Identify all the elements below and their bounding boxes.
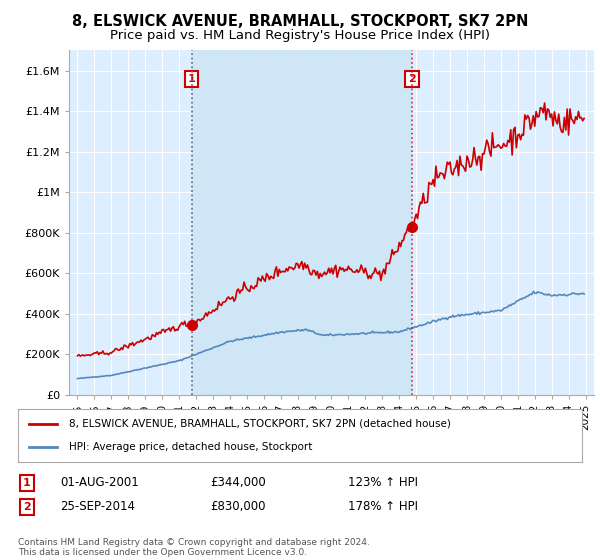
Bar: [192, 50, 412, 395]
Text: 1: 1: [188, 74, 196, 84]
Text: 01-AUG-2001: 01-AUG-2001: [60, 476, 139, 489]
Text: 25-SEP-2014: 25-SEP-2014: [60, 500, 135, 514]
Text: 8, ELSWICK AVENUE, BRAMHALL, STOCKPORT, SK7 2PN (detached house): 8, ELSWICK AVENUE, BRAMHALL, STOCKPORT, …: [69, 419, 451, 429]
Text: 123% ↑ HPI: 123% ↑ HPI: [348, 476, 418, 489]
Text: Contains HM Land Registry data © Crown copyright and database right 2024.
This d: Contains HM Land Registry data © Crown c…: [18, 538, 370, 557]
Text: £830,000: £830,000: [210, 500, 265, 514]
Text: 1: 1: [23, 478, 31, 488]
Text: £344,000: £344,000: [210, 476, 266, 489]
Text: 178% ↑ HPI: 178% ↑ HPI: [348, 500, 418, 514]
Text: 2: 2: [408, 74, 416, 84]
Text: HPI: Average price, detached house, Stockport: HPI: Average price, detached house, Stoc…: [69, 442, 312, 452]
Text: 8, ELSWICK AVENUE, BRAMHALL, STOCKPORT, SK7 2PN: 8, ELSWICK AVENUE, BRAMHALL, STOCKPORT, …: [72, 14, 528, 29]
Text: Price paid vs. HM Land Registry's House Price Index (HPI): Price paid vs. HM Land Registry's House …: [110, 29, 490, 42]
Text: 2: 2: [23, 502, 31, 512]
